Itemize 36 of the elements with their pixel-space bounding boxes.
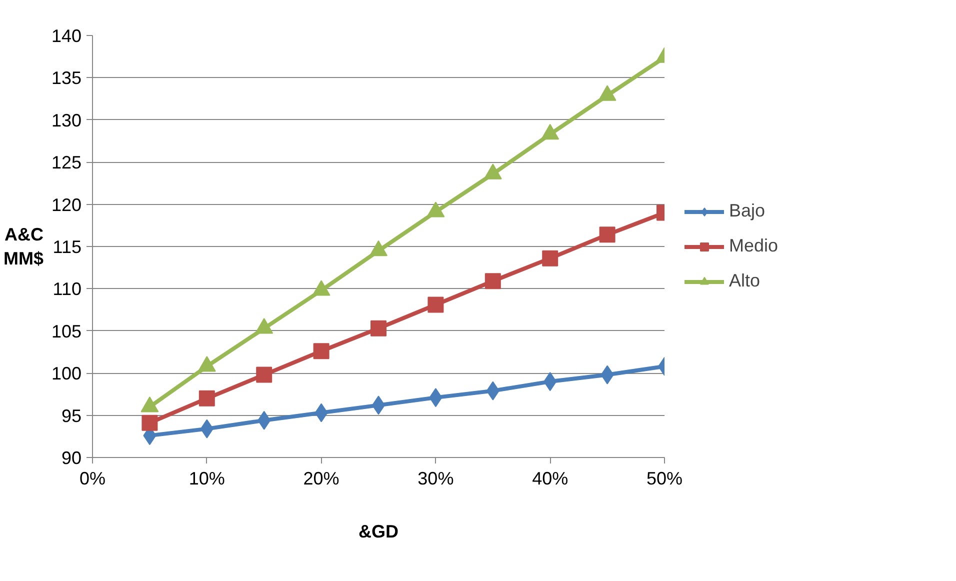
- point: [484, 164, 502, 180]
- legend-label: Bajo: [729, 200, 766, 222]
- point: [370, 240, 388, 256]
- y-axis-title: A&C MM$: [3, 224, 44, 268]
- x-tick-label: 10%: [188, 468, 225, 488]
- point: [370, 320, 386, 336]
- point: [313, 343, 330, 360]
- y-tick-label: 120: [51, 194, 82, 215]
- point: [598, 85, 616, 101]
- y-tick-label: 130: [51, 110, 82, 130]
- y-tick-label: 105: [51, 321, 82, 342]
- y-tick-label: 95: [61, 406, 82, 426]
- x-tick-label: 30%: [418, 468, 454, 488]
- y-tick-label: 135: [51, 68, 82, 88]
- point: [542, 250, 558, 266]
- y-tick-label: 90: [61, 448, 82, 468]
- x-tick-label: 20%: [303, 468, 340, 488]
- y-tick-label: 110: [52, 279, 82, 300]
- x-tick-label: 50%: [646, 468, 683, 488]
- y-tick-label: 100: [51, 364, 82, 384]
- legend-label: Alto: [729, 270, 760, 292]
- point: [142, 414, 158, 431]
- point: [198, 390, 215, 406]
- y-tick-label: 115: [52, 237, 82, 257]
- point: [484, 273, 501, 290]
- point: [256, 366, 272, 383]
- point: [599, 226, 616, 243]
- point: [541, 124, 560, 140]
- x-tick-label: 40%: [532, 468, 568, 488]
- point: [428, 296, 444, 313]
- x-axis-title: &GD: [358, 522, 398, 542]
- y-tick-label: 140: [51, 26, 82, 46]
- point: [426, 202, 445, 218]
- y-tick-label: 125: [51, 152, 82, 173]
- legend-label: Medio: [729, 236, 778, 256]
- x-tick-label: 0%: [79, 468, 106, 488]
